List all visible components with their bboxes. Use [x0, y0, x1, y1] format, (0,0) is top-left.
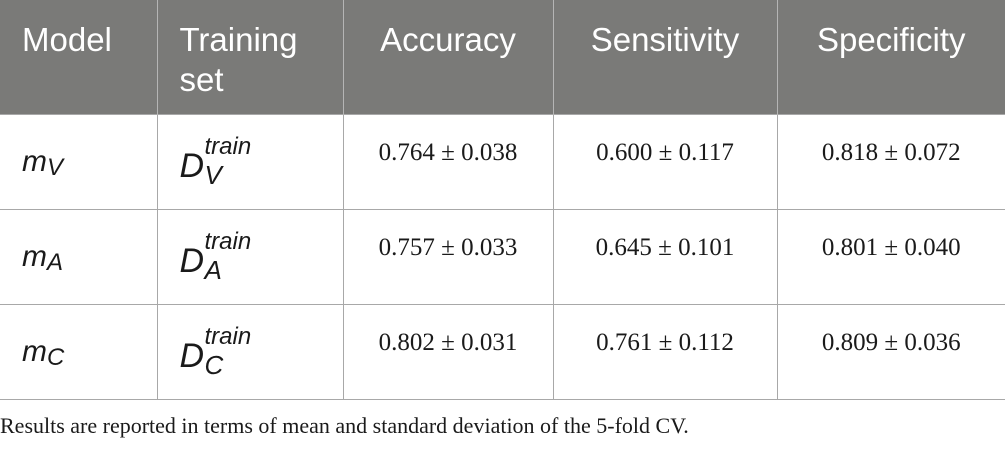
training-set-superscript: train — [204, 132, 252, 160]
training-set-superscript: train — [204, 227, 252, 255]
results-table-container: Model Training set Accuracy Sensitivity … — [0, 0, 1005, 400]
training-set-symbol: D — [179, 241, 205, 280]
accuracy-cell: 0.757 ± 0.033 — [342, 208, 554, 305]
header-accuracy: Accuracy — [342, 0, 554, 114]
model-subscript: V — [47, 153, 64, 181]
sensitivity-cell: 0.761 ± 0.112 — [552, 303, 778, 400]
results-table: Model Training set Accuracy Sensitivity … — [0, 0, 1005, 400]
training-set-formula: D train V — [180, 133, 290, 193]
model-symbol: m — [22, 239, 47, 273]
training-set-cell: D train V — [156, 113, 344, 210]
header-model: Model — [0, 0, 158, 114]
training-set-symbol: D — [179, 146, 205, 185]
model-subscript: A — [47, 248, 64, 276]
table-body: mV D train V 0.764 ± 0.038 0.600 ± 0.117… — [0, 113, 1005, 400]
training-set-cell: D train C — [156, 303, 344, 400]
specificity-cell: 0.818 ± 0.072 — [776, 113, 1005, 210]
header-sensitivity: Sensitivity — [552, 0, 778, 114]
training-set-superscript: train — [204, 322, 252, 350]
training-set-subscript: C — [204, 349, 224, 380]
model-cell: mC — [0, 303, 158, 400]
training-set-formula: D train A — [180, 228, 290, 288]
training-set-subscript: A — [204, 254, 222, 285]
header-specificity: Specificity — [776, 0, 1005, 114]
header-row: Model Training set Accuracy Sensitivity … — [0, 0, 1005, 114]
model-symbol: m — [22, 144, 47, 178]
specificity-cell: 0.801 ± 0.040 — [776, 208, 1005, 305]
training-set-subscript: V — [204, 159, 222, 190]
header-training-set: Training set — [156, 0, 344, 114]
table-row: mA D train A 0.757 ± 0.033 0.645 ± 0.101… — [0, 208, 1005, 305]
accuracy-cell: 0.802 ± 0.031 — [342, 303, 554, 400]
sensitivity-cell: 0.645 ± 0.101 — [552, 208, 778, 305]
table-row: mV D train V 0.764 ± 0.038 0.600 ± 0.117… — [0, 113, 1005, 210]
accuracy-cell: 0.764 ± 0.038 — [342, 113, 554, 210]
model-cell: mV — [0, 113, 158, 210]
training-set-symbol: D — [179, 336, 205, 375]
model-subscript: C — [47, 343, 65, 371]
table-footnote: Results are reported in terms of mean an… — [0, 413, 689, 438]
specificity-cell: 0.809 ± 0.036 — [776, 303, 1005, 400]
model-cell: mA — [0, 208, 158, 305]
sensitivity-cell: 0.600 ± 0.117 — [552, 113, 778, 210]
table-row: mC D train C 0.802 ± 0.031 0.761 ± 0.112… — [0, 303, 1005, 400]
training-set-cell: D train A — [156, 208, 344, 305]
model-symbol: m — [22, 334, 47, 368]
training-set-formula: D train C — [180, 323, 290, 383]
table-header: Model Training set Accuracy Sensitivity … — [0, 0, 1005, 114]
